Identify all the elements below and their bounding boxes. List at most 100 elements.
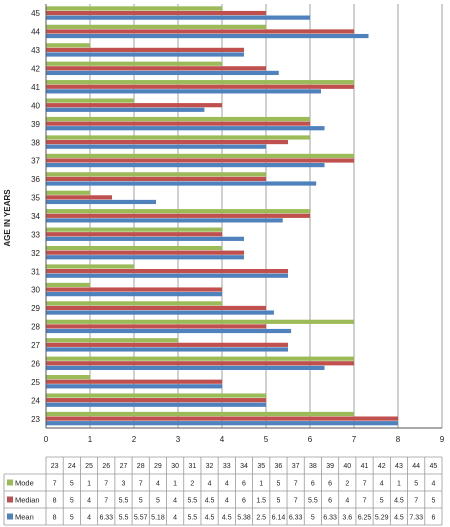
category-label-23: 23 [31,415,40,424]
table-cell-median-30: 4 [173,498,177,505]
table-cell-mode-36: 5 [276,481,280,488]
table-header-37: 37 [292,463,300,470]
bar-mode-38 [46,135,310,140]
category-label-27: 27 [31,341,40,350]
bar-mean-32 [46,255,244,260]
bar-mode-34 [46,209,310,214]
table-cell-mode-40: 2 [345,481,349,488]
table-cell-mode-41: 7 [363,481,367,488]
table-cell-mode-26: 7 [104,481,108,488]
table-header-45: 45 [429,463,437,470]
category-label-26: 26 [31,359,40,368]
bar-median-29 [46,305,266,311]
bar-mode-43 [46,43,90,48]
table-cell-mean-31: 5.5 [187,515,197,522]
table-cell-median-42: 5 [380,498,384,505]
table-cell-median-31: 5.5 [187,498,197,505]
category-label-44: 44 [31,28,40,37]
x-tick-label-7: 7 [352,435,357,444]
x-tick-label-5: 5 [264,435,269,444]
table-cell-mode-42: 4 [380,481,384,488]
bar-mean-23 [46,421,398,426]
table-cell-mean-40: 3.6 [342,515,352,522]
table-cell-mean-37: 6.33 [289,515,303,522]
table-cell-mode-33: 4 [225,481,229,488]
table-cell-median-27: 5.5 [119,498,129,505]
category-label-38: 38 [31,138,40,147]
table-cell-median-39: 6 [328,498,332,505]
category-labels: 23 24 25 26 27 28 29 30 31 32 33 34 35 36 37 38 39 40 41 42… [31,9,40,424]
category-label-31: 31 [31,267,40,276]
table-header-36: 36 [275,463,283,470]
table-header-24: 24 [68,463,76,470]
x-tick-label-1: 1 [88,435,93,444]
bar-median-25 [46,379,222,384]
category-label-45: 45 [31,9,40,18]
category-label-40: 40 [31,101,40,110]
table-cell-mean-42: 5.29 [375,515,389,522]
table-cell-mean-33: 4.5 [222,515,232,522]
bar-mean-29 [46,310,274,315]
category-label-41: 41 [31,83,40,92]
bar-mode-24 [46,393,266,398]
bar-mode-37 [46,153,354,158]
bar-mode-36 [46,172,266,177]
table-cell-median-45: 5 [431,498,435,505]
table-cell-mode-39: 6 [328,481,332,488]
bar-mode-40 [46,98,134,103]
table-cell-mean-38: 5 [311,515,315,522]
bar-mean-45 [46,15,310,20]
bar-mean-38 [46,144,266,149]
table-cell-median-26: 7 [104,498,108,505]
bar-mean-28 [46,328,292,334]
bar-median-24 [46,398,266,403]
table-header-32: 32 [206,463,214,470]
y-axis-title: AGE IN YEARS [3,189,12,247]
x-tick-label-0: 0 [44,435,49,444]
table-header-26: 26 [102,463,110,470]
table-cell-mean-27: 5.5 [119,515,129,522]
category-label-32: 32 [31,249,40,258]
bar-mode-28 [46,319,354,324]
bar-median-35 [46,195,112,200]
table-header-25: 25 [85,463,93,470]
legend-swatch-mean [7,513,13,520]
table-header-44: 44 [412,463,420,470]
table-cell-mode-38: 6 [311,481,315,488]
bar-mode-30 [46,282,90,288]
table-cell-median-28: 5 [139,498,143,505]
bar-mode-35 [46,190,90,195]
table-header-42: 42 [378,463,386,470]
table-cell-median-25: 4 [87,498,91,505]
bar-mode-29 [46,301,222,306]
bar-mean-43 [46,52,244,57]
bar-mean-40 [46,107,205,112]
table-cell-mean-39: 6.33 [323,515,337,522]
table-cell-median-32: 4.5 [205,498,215,505]
table-header-43: 43 [395,463,403,470]
bar-mean-33 [46,236,244,241]
table-header-29: 29 [154,463,162,470]
legend-label-mean: Mean [15,513,34,522]
bar-mode-26 [46,356,354,361]
table-cell-mode-31: 2 [190,481,194,488]
bar-mean-39 [46,126,325,131]
table-header-27: 27 [120,463,128,470]
table-cell-mean-26: 6.33 [99,515,113,522]
table-cell-mean-36: 6.14 [272,515,286,522]
bar-mean-41 [46,89,321,94]
bar-mode-45 [46,6,222,11]
x-tick-label-6: 6 [308,435,313,444]
category-label-33: 33 [31,230,40,239]
table-cell-median-23: 8 [53,498,57,505]
table-cell-mean-44: 7.33 [409,515,423,522]
table-cell-mean-32: 4.5 [205,515,215,522]
bar-mean-25 [46,384,222,389]
table-cell-mean-41: 6.25 [358,515,372,522]
bar-median-38 [46,139,288,145]
table-cell-mode-27: 3 [122,481,126,488]
category-label-30: 30 [31,286,40,295]
x-tick-label-2: 2 [132,435,137,444]
bar-median-45 [46,10,266,16]
category-label-29: 29 [31,304,40,313]
